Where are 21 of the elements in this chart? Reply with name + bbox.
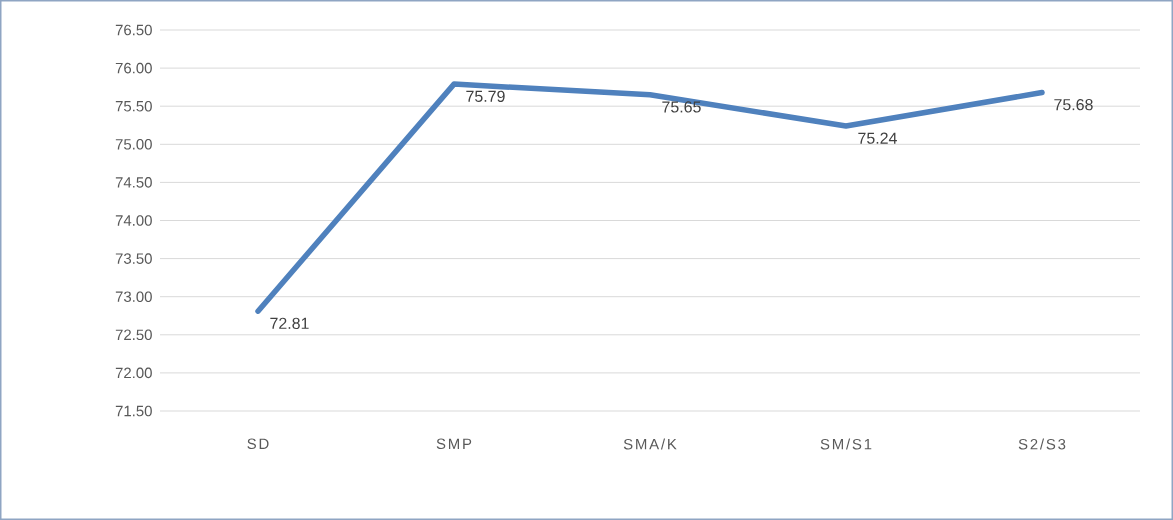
y-tick-label: 71.50 xyxy=(115,405,152,417)
data-label: 75.24 xyxy=(858,132,897,144)
x-tick-label: SMP xyxy=(436,438,472,450)
x-tick-label: SMA/K xyxy=(623,438,677,450)
y-tick-label: 74.00 xyxy=(115,215,152,226)
x-tick-label: SD xyxy=(247,438,269,450)
x-tick-label: S2/S3 xyxy=(1018,438,1066,450)
x-tick-label: SM/S1 xyxy=(820,438,872,450)
y-tick-label: 73.50 xyxy=(115,253,152,264)
y-tick-label: 75.00 xyxy=(115,139,152,150)
data-label: 75.79 xyxy=(466,90,505,102)
y-tick-label: 76.00 xyxy=(115,62,152,74)
y-tick-label: 75.50 xyxy=(115,100,152,112)
y-tick-label: 72.00 xyxy=(115,367,152,379)
data-label: 75.68 xyxy=(1054,99,1093,111)
y-tick-label: 74.50 xyxy=(115,177,152,188)
y-tick-label: 72.50 xyxy=(115,329,152,341)
y-tick-label: 76.50 xyxy=(115,24,152,36)
y-tick-label: 73.00 xyxy=(115,291,152,302)
data-label: 72.81 xyxy=(270,317,309,329)
data-label: 75.65 xyxy=(662,101,701,113)
